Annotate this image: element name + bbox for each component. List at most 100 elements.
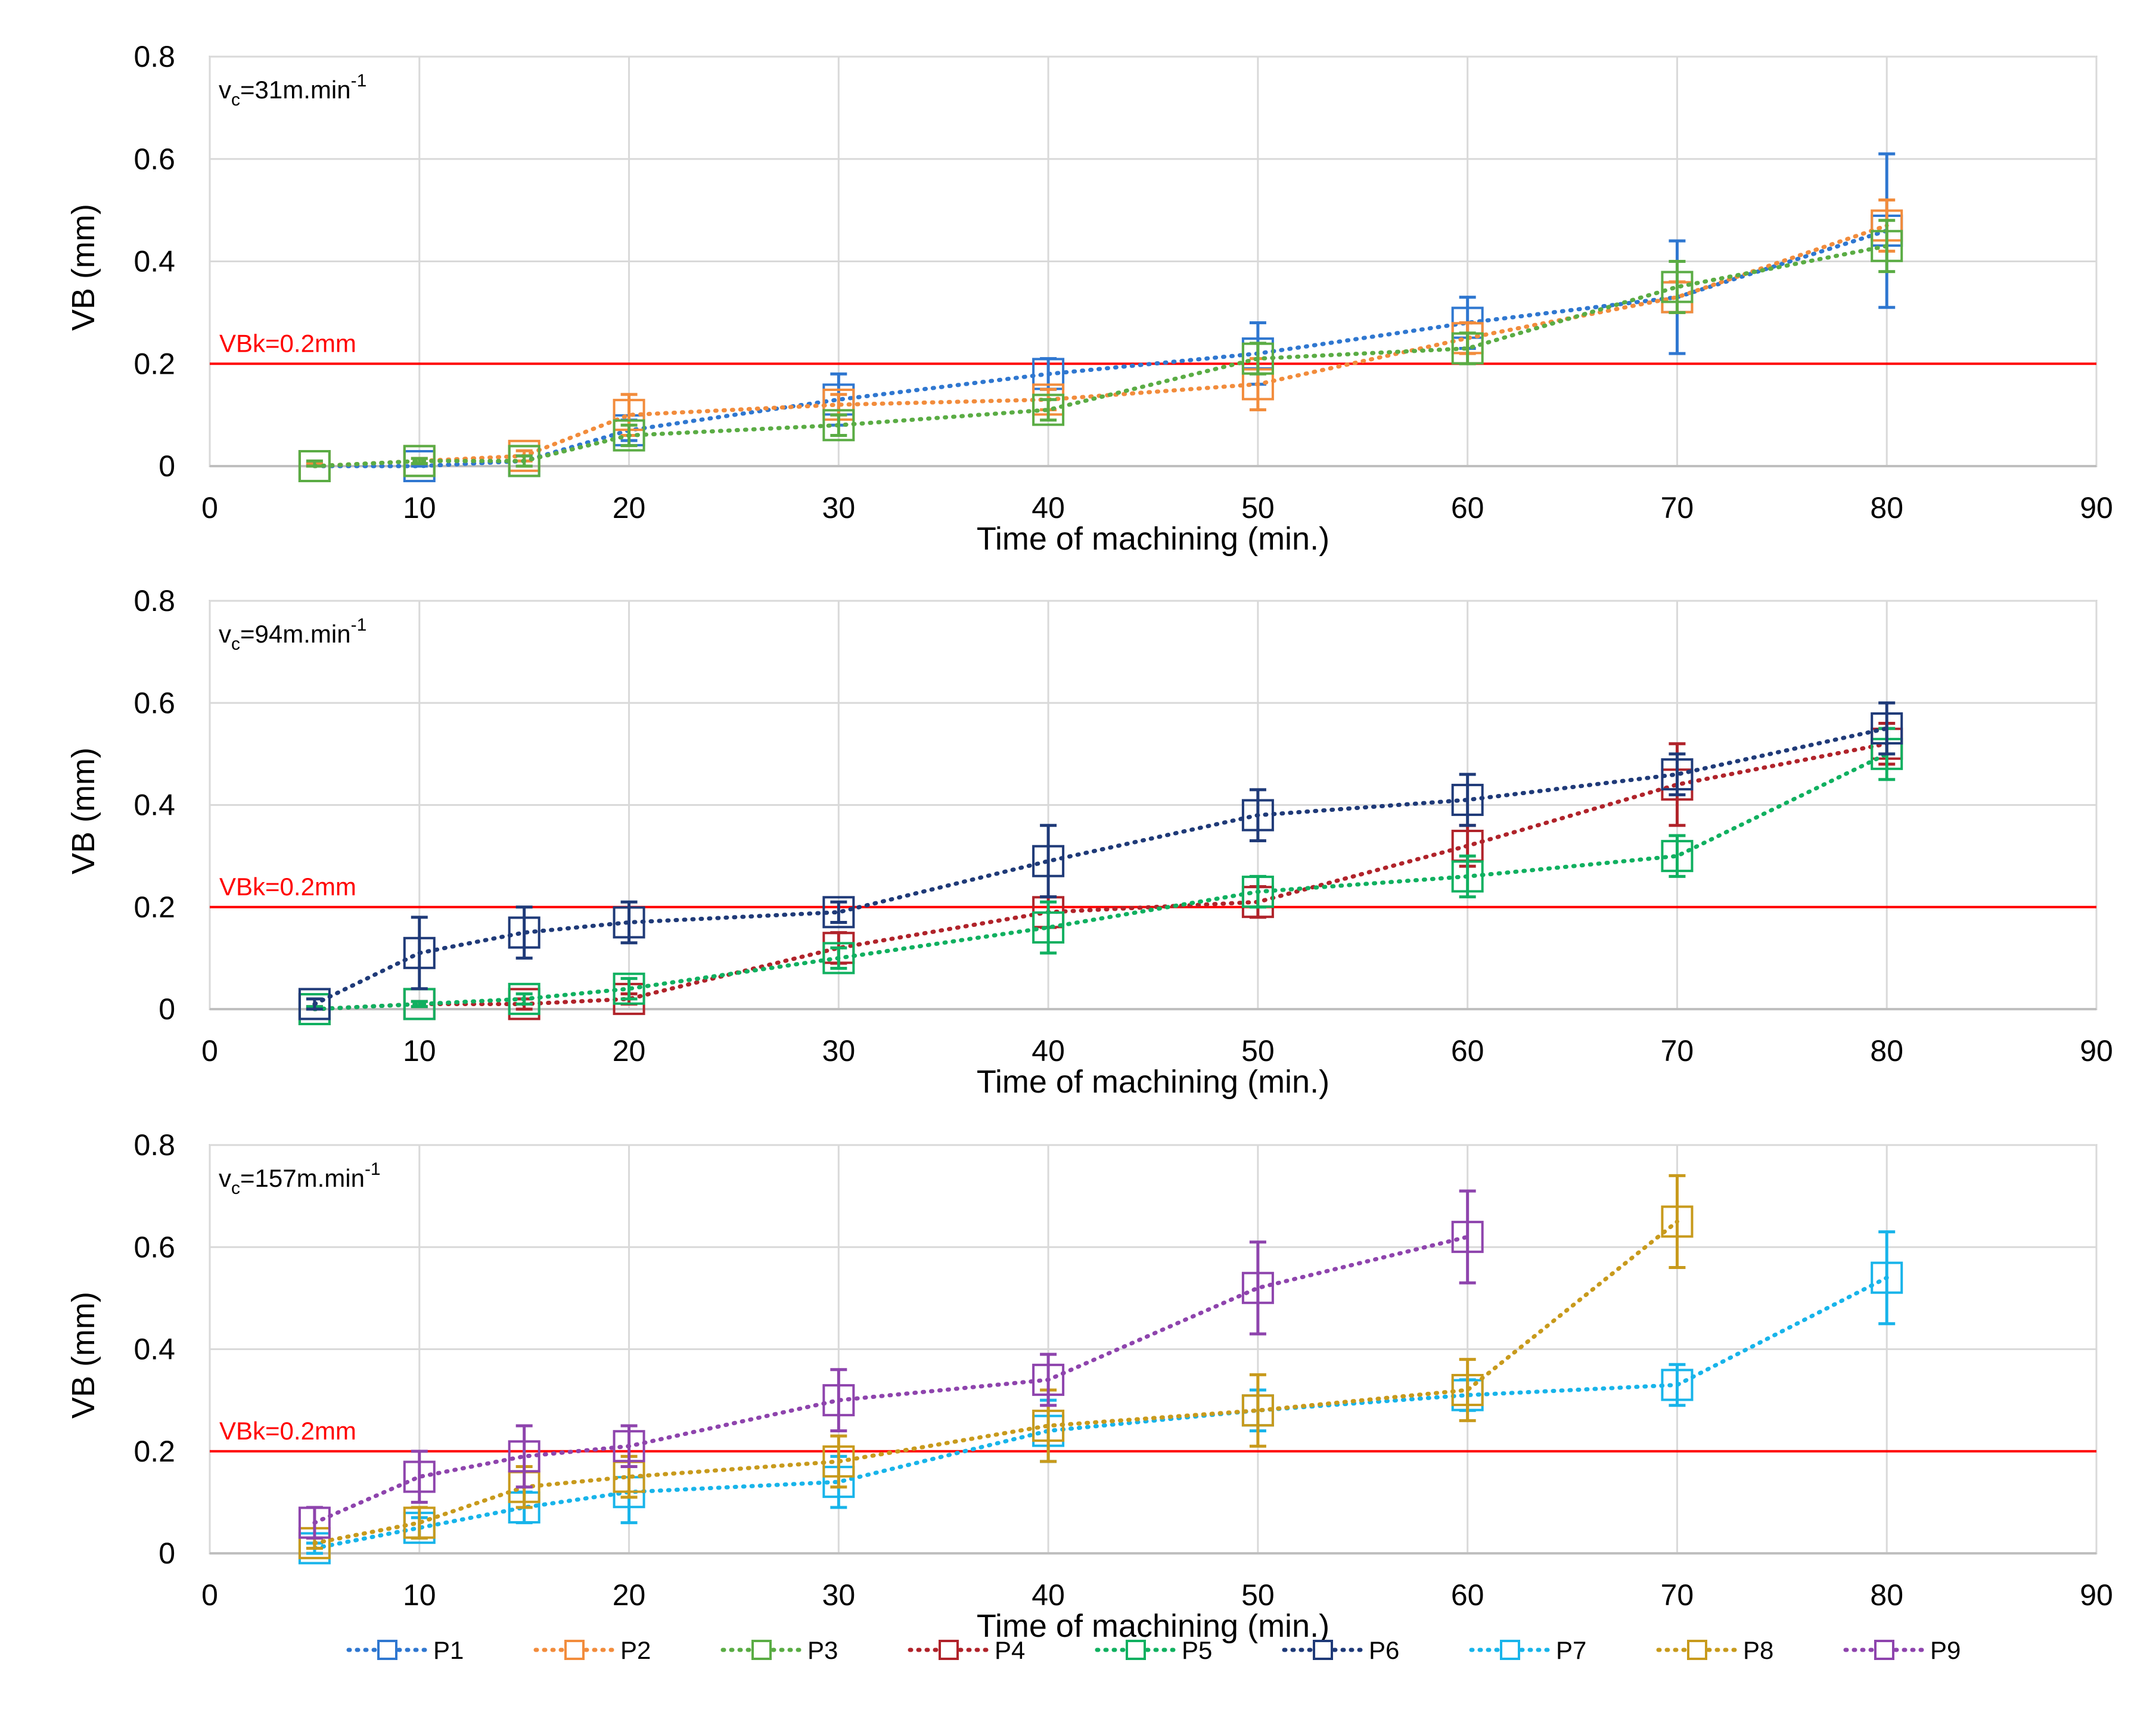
data-point-P3 [1871,229,1903,262]
legend-marker [939,1640,959,1660]
chart-panel-2: 0 10 20 30 40 50 60 70 80 90 0 0.2 0.4 0.6 0.8 Time of … [66,584,2113,1100]
x-tick-label: 0 [201,1578,218,1612]
data-point-P6 [1451,783,1484,816]
legend-label: P3 [807,1636,838,1664]
y-tick-label: 0 [159,449,175,483]
legend-item-P5: P5 [1095,1636,1212,1664]
threshold-label: VBk=0.2mm [219,873,356,901]
series-P3 [298,219,1903,482]
chart-panel-3: 0 10 20 30 40 50 60 70 80 90 0 0.2 0.4 0.6 0.8 Time of … [66,1128,2113,1644]
y-tick-label: 0.8 [133,1128,175,1162]
legend-item-P2: P2 [533,1636,651,1664]
x-tick-label: 30 [822,491,856,525]
series-P9 [298,1189,1484,1540]
data-point-P5 [1661,840,1694,873]
x-tick-label: 10 [403,491,436,525]
y-tick-label: 0 [159,992,175,1026]
series-P6 [298,701,1903,1020]
data-point-P5 [1032,911,1065,944]
y-tick-label: 0.6 [133,142,175,176]
data-point-P3 [1241,342,1274,375]
x-tick-label: 60 [1451,1034,1484,1068]
series-line-P6 [312,726,1889,1006]
x-tick-label: 90 [2080,491,2113,525]
data-point-P9 [508,1440,540,1473]
data-point-P6 [508,916,540,949]
series-P5 [298,727,1903,1025]
data-point-P9 [1241,1271,1274,1304]
y-axis-title: VB (mm) [66,747,101,874]
legend-item-P6: P6 [1282,1636,1399,1664]
data-point-P7 [1871,1261,1903,1294]
legend-marker [1126,1640,1146,1660]
y-tick-label: 0.4 [133,789,175,822]
x-tick-label: 70 [1661,491,1694,525]
y-tick-label: 0.8 [133,584,175,618]
legend-label: P9 [1930,1636,1961,1664]
data-point-P9 [822,1384,855,1417]
data-point-P5 [613,972,645,1005]
data-point-P6 [1871,712,1903,745]
data-point-P3 [1032,393,1065,426]
data-point-P5 [508,982,540,1015]
y-tick-label: 0.4 [133,245,175,278]
data-point-P8 [822,1445,855,1478]
data-point-P6 [1241,799,1274,832]
data-point-P3 [403,445,436,477]
x-tick-label: 90 [2080,1578,2113,1612]
legend-label: P4 [995,1636,1025,1664]
x-tick-label: 70 [1661,1578,1694,1612]
data-point-P3 [508,445,540,477]
y-tick-label: 0.2 [133,1435,175,1468]
x-tick-label: 80 [1870,1034,1903,1068]
legend-label: P2 [620,1636,651,1664]
x-tick-label: 40 [1032,1578,1065,1612]
x-tick-label: 50 [1241,491,1275,525]
x-tick-label: 20 [613,1034,646,1068]
data-point-P9 [1032,1363,1065,1396]
x-tick-label: 40 [1032,491,1065,525]
data-point-P9 [1451,1221,1484,1254]
x-tick-label: 50 [1241,1034,1275,1068]
y-tick-label: 0.4 [133,1333,175,1366]
cutting-speed-label: vc=157m.min-1 [219,1159,381,1198]
y-tick-label: 0.6 [133,1230,175,1264]
series-line-P4 [312,741,1889,1012]
data-point-P3 [1661,271,1694,303]
data-point-P8 [403,1506,436,1539]
x-tick-label: 90 [2080,1034,2113,1068]
cutting-speed-label: vc=31m.min-1 [219,71,366,110]
x-tick-label: 70 [1661,1034,1694,1068]
legend-marker [1313,1640,1333,1660]
y-tick-label: 0 [159,1537,175,1570]
data-point-P6 [613,906,645,939]
data-point-P6 [403,936,436,969]
legend-item-P4: P4 [908,1636,1025,1664]
data-point-P3 [613,419,645,452]
legend-label: P5 [1182,1636,1212,1664]
x-axis-title: Time of machining (min.) [977,521,1329,557]
cutting-speed-label: vc=94m.min-1 [219,615,366,654]
series-line-P1 [312,228,1889,469]
legend-marker [564,1640,585,1660]
data-point-P3 [298,450,331,482]
legend-marker [1687,1640,1707,1660]
legend-item-P1: P1 [346,1636,464,1664]
series-line-P7 [312,1276,1889,1550]
legend-item-P9: P9 [1843,1636,1961,1664]
legend-marker [1500,1640,1520,1660]
legend: P1 P2 P3 P4 P5 P6 P7 P8 P9 [346,1636,1961,1664]
series-line-P3 [312,244,1889,469]
legend-item-P7: P7 [1469,1636,1586,1664]
y-axis-title: VB (mm) [66,204,101,331]
data-point-P9 [298,1506,331,1539]
data-point-P6 [1661,758,1694,791]
x-tick-label: 20 [613,491,646,525]
x-axis-title: Time of machining (min.) [977,1064,1329,1100]
data-point-P8 [1661,1205,1694,1238]
legend-item-P3: P3 [720,1636,838,1664]
legend-label: P8 [1743,1636,1773,1664]
legend-label: P7 [1556,1636,1586,1664]
threshold-label: VBk=0.2mm [219,329,356,357]
